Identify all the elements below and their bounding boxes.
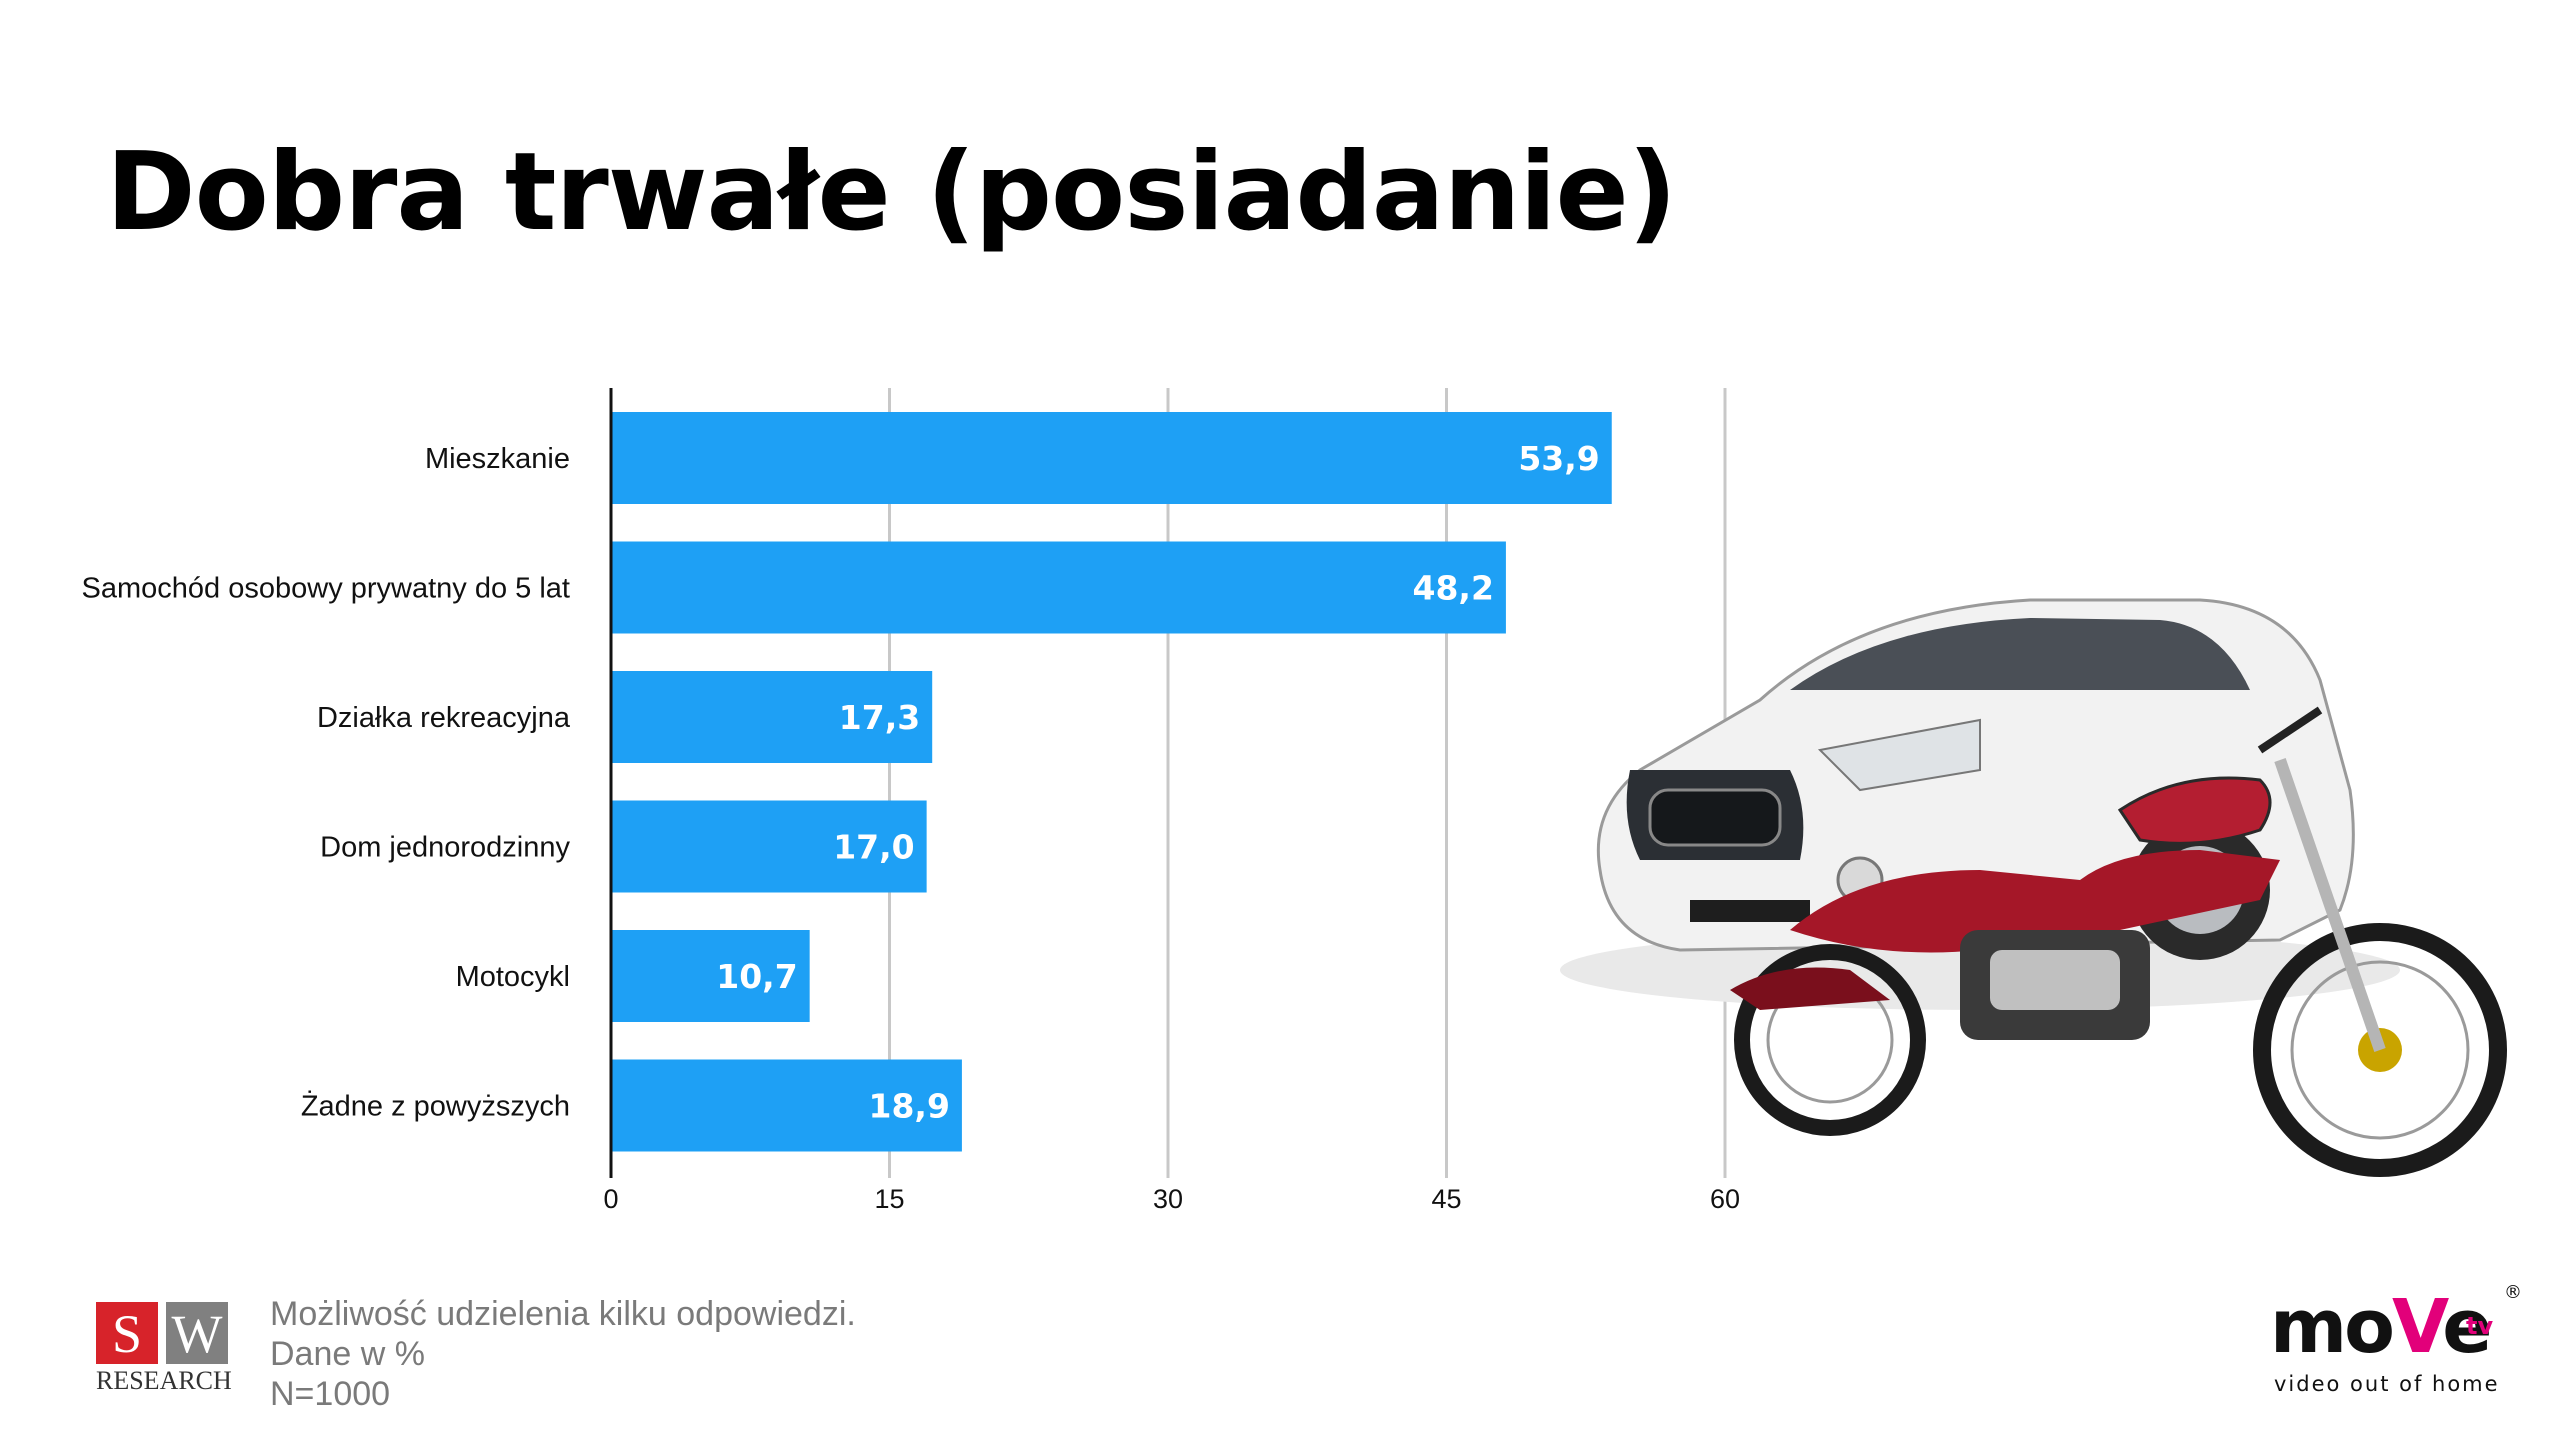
category-label: Żadne z powyższych	[301, 1090, 570, 1123]
movetv-brand-e: e	[2442, 1284, 2492, 1370]
bar	[611, 1059, 962, 1152]
value-label: 18,9	[868, 1087, 949, 1126]
footnote-sample-size: N=1000	[270, 1375, 391, 1413]
value-label: 17,3	[839, 698, 920, 737]
sw-logo-w: W	[166, 1302, 228, 1364]
movetv-tv: tv	[2466, 1312, 2494, 1340]
movetv-brand-v: V	[2391, 1284, 2445, 1370]
value-label: 17,0	[833, 828, 914, 867]
registered-mark: ®	[2504, 1282, 2522, 1303]
x-tick-label: 60	[1710, 1184, 1740, 1214]
bar	[611, 930, 810, 1022]
bar	[611, 800, 927, 893]
bar	[611, 412, 1612, 504]
movetv-brand: moVe	[2270, 1284, 2492, 1370]
movetv-brand-mo: mo	[2270, 1284, 2395, 1370]
x-tick-label: 0	[603, 1184, 618, 1214]
bar	[611, 671, 933, 763]
x-tick-label: 15	[874, 1184, 904, 1214]
bar	[611, 541, 1506, 634]
value-label: 48,2	[1412, 569, 1493, 608]
category-label: Działka rekreacyjna	[317, 702, 571, 734]
movetv-tagline: video out of home	[2274, 1372, 2500, 1396]
category-labels: Mieszkanie Samochód osobowy prywatny do 5…	[82, 443, 571, 1123]
vehicles-illustration	[1560, 598, 2507, 1177]
movetv-logo: moVe tv ® video out of home	[2270, 1282, 2522, 1396]
category-label: Samochód osobowy prywatny do 5 lat	[82, 573, 570, 605]
footnote-units: Dane w %	[270, 1335, 425, 1373]
category-label: Motocykl	[456, 961, 570, 993]
sw-logo-s: S	[96, 1302, 158, 1364]
footnote-multiple-answers: Możliwość udzielenia kilku odpowiedzi.	[270, 1295, 856, 1333]
x-tick-label: 45	[1431, 1184, 1461, 1214]
x-axis-ticks: 0 15 30 45 60	[603, 1184, 1740, 1214]
value-label: 10,7	[716, 957, 797, 996]
x-tick-label: 30	[1153, 1184, 1183, 1214]
motorcycle-illustration	[1730, 706, 2507, 1177]
category-label: Mieszkanie	[425, 443, 570, 475]
value-labels: 53,9 48,2 17,3 17,0 10,7 18,9	[716, 439, 1600, 1126]
value-label: 53,9	[1518, 439, 1599, 478]
page-title: Dobra trwałe (posiadanie)	[106, 130, 1677, 255]
bars-group	[611, 412, 1612, 1152]
category-label: Dom jednorodzinny	[320, 832, 570, 864]
footnotes: Możliwość udzielenia kilku odpowiedzi. D…	[270, 1294, 856, 1414]
sw-logo-research: RESEARCH	[96, 1366, 232, 1395]
